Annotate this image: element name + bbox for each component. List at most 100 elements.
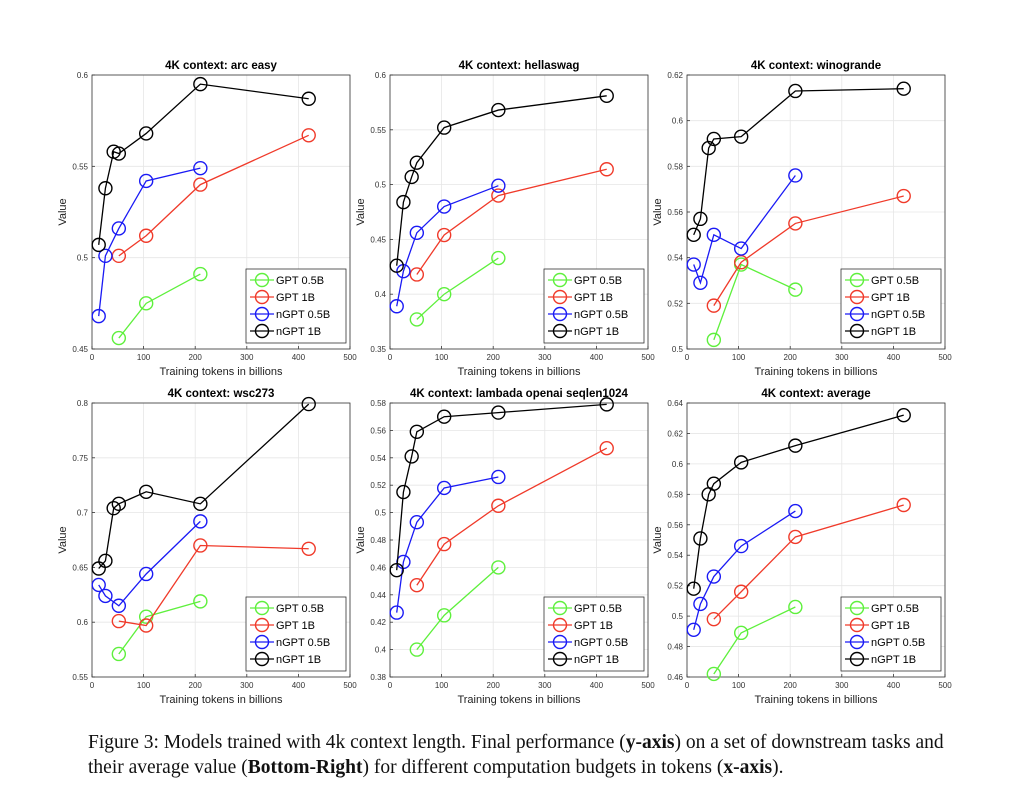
data-point xyxy=(686,581,701,596)
series-line xyxy=(713,263,796,341)
data-point xyxy=(693,211,708,227)
y-tick-label: 0.65 xyxy=(72,563,88,572)
y-tick-label: 0.54 xyxy=(667,254,683,263)
subplot: 0 100 200 300 400 500 0.45 0.5 0.55 0.6 4K context… xyxy=(57,60,357,378)
data-point xyxy=(138,296,154,311)
caption-bold-y-axis: y-axis xyxy=(625,732,675,753)
data-point xyxy=(706,227,722,243)
x-tick-label: 400 xyxy=(590,681,604,690)
data-point xyxy=(409,225,425,241)
legend-marker xyxy=(849,600,865,616)
legend-label: nGPT 0.5B xyxy=(574,309,628,321)
y-tick-label: 0.8 xyxy=(77,399,89,408)
data-point xyxy=(491,498,506,513)
legend-marker xyxy=(849,272,865,288)
data-point xyxy=(896,497,911,513)
subplot-title: 4K context: winogrande xyxy=(751,60,881,72)
x-tick-label: 100 xyxy=(137,681,151,690)
legend-label: GPT 0.5B xyxy=(574,275,622,287)
y-tick-label: 0.58 xyxy=(667,490,683,499)
series-line xyxy=(118,273,201,339)
caption-text: Figure 3: Models trained with 4k context… xyxy=(88,732,626,753)
subplot: 0 100 200 300 400 500 0.55 0.6 0.65 0.7 0.75 0.8 4K … xyxy=(57,388,357,706)
data-point xyxy=(91,237,106,253)
x-tick-label: 500 xyxy=(938,681,952,690)
data-point xyxy=(409,578,425,593)
y-axis-label: Value xyxy=(355,526,367,553)
y-tick-label: 0.6 xyxy=(672,460,684,469)
y-tick-label: 0.48 xyxy=(370,536,386,545)
data-point xyxy=(491,250,506,266)
legend-label: GPT 1B xyxy=(574,620,613,632)
y-tick-label: 0.6 xyxy=(672,117,684,126)
legend-label: nGPT 1B xyxy=(871,326,916,338)
legend-marker xyxy=(849,289,865,305)
subplot-title: 4K context: average xyxy=(761,388,870,400)
x-tick-label: 300 xyxy=(240,353,254,362)
data-point xyxy=(389,562,404,578)
x-tick-label: 0 xyxy=(90,353,95,362)
x-tick-label: 100 xyxy=(435,681,449,690)
data-point xyxy=(98,181,113,196)
legend: GPT 0.5B GPT 1B nGPT 0.5B nGPT 1B xyxy=(543,596,645,672)
subplot-title: 4K context: hellaswag xyxy=(459,60,580,72)
data-point xyxy=(409,642,425,657)
subplot-title: 4K context: lambada openai seqlen1024 xyxy=(410,388,629,400)
series-line xyxy=(713,504,904,620)
series-line xyxy=(416,566,499,651)
x-tick-label: 400 xyxy=(590,353,604,362)
data-point xyxy=(436,227,452,243)
y-tick-label: 0.6 xyxy=(375,71,387,80)
data-point xyxy=(733,584,749,599)
x-tick-label: 500 xyxy=(938,353,952,362)
subplot: 0 100 200 300 400 500 0.38 0.4 0.42 0.44 0.46 0.48 0… xyxy=(355,388,655,706)
data-point xyxy=(599,441,614,456)
y-axis-label: Value xyxy=(652,526,664,553)
x-axis-label: Training tokens in billions xyxy=(159,694,283,706)
series-line xyxy=(693,414,904,589)
legend-label: GPT 1B xyxy=(871,292,910,304)
data-point xyxy=(91,577,106,593)
data-point xyxy=(788,503,803,519)
data-point xyxy=(193,160,208,176)
data-point xyxy=(193,266,208,282)
legend-label: GPT 0.5B xyxy=(871,275,919,287)
y-tick-label: 0.55 xyxy=(72,673,88,682)
x-tick-label: 400 xyxy=(887,353,901,362)
caption-text: ) for different computation budgets in t… xyxy=(362,757,724,778)
x-tick-label: 100 xyxy=(732,681,746,690)
data-point xyxy=(111,496,127,512)
x-axis-label: Training tokens in billions xyxy=(159,366,283,378)
y-tick-label: 0.5 xyxy=(672,612,684,621)
y-tick-label: 0.58 xyxy=(370,399,386,408)
series-line xyxy=(396,476,499,613)
y-axis-label: Value xyxy=(355,198,367,225)
data-point xyxy=(788,216,803,231)
x-tick-label: 0 xyxy=(685,353,690,362)
y-tick-label: 0.52 xyxy=(667,299,683,308)
series-line xyxy=(118,600,201,655)
legend-label: GPT 1B xyxy=(574,292,613,304)
x-tick-label: 200 xyxy=(189,681,203,690)
legend-marker xyxy=(254,306,270,322)
data-point xyxy=(301,396,316,412)
x-tick-label: 500 xyxy=(343,681,357,690)
y-axis-label: Value xyxy=(57,198,69,225)
y-tick-label: 0.52 xyxy=(667,582,683,591)
data-point xyxy=(436,120,452,135)
legend-label: nGPT 0.5B xyxy=(276,309,330,321)
data-point xyxy=(409,424,425,439)
legend: GPT 0.5B GPT 1B nGPT 0.5B nGPT 1B xyxy=(245,596,347,672)
x-tick-label: 300 xyxy=(538,353,552,362)
y-tick-label: 0.56 xyxy=(667,521,683,530)
legend: GPT 0.5B GPT 1B nGPT 0.5B nGPT 1B xyxy=(840,268,942,344)
y-tick-label: 0.6 xyxy=(77,71,89,80)
data-point xyxy=(788,529,803,545)
data-point xyxy=(599,397,614,412)
legend-marker xyxy=(849,634,865,650)
data-point xyxy=(599,162,614,177)
legend-marker xyxy=(254,651,270,667)
caption-bold-bottom-right: Bottom-Right xyxy=(247,757,363,778)
y-axis-label: Value xyxy=(57,526,69,553)
y-tick-label: 0.56 xyxy=(370,426,386,435)
